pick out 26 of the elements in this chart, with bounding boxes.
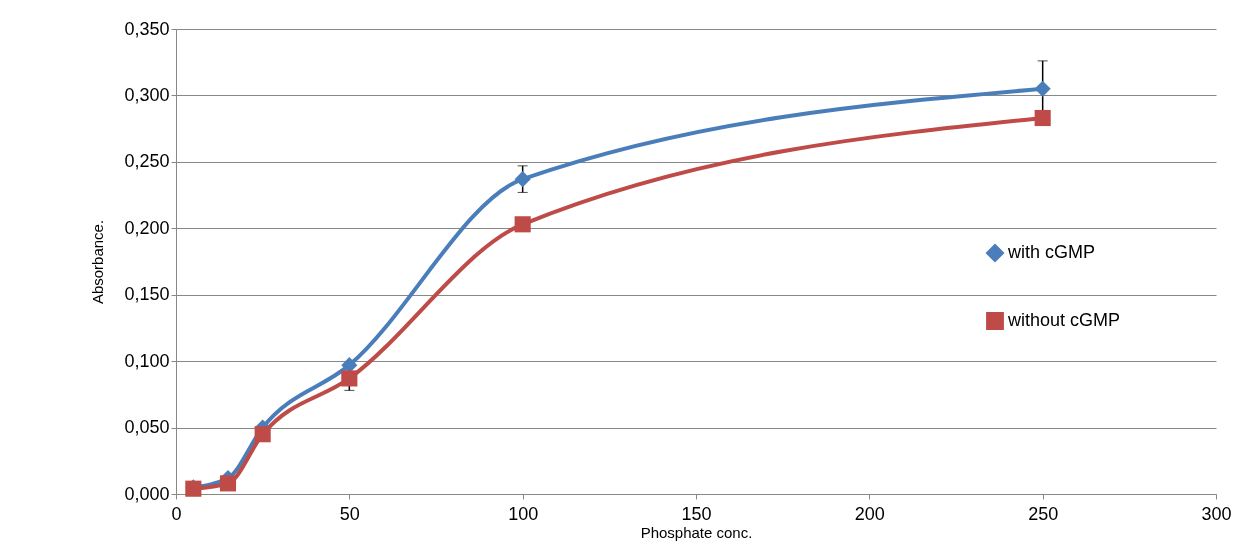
point <box>514 171 531 188</box>
y-tick-label: 0,050 <box>124 417 170 438</box>
point <box>1034 80 1051 97</box>
x-tick-label: 0 <box>171 503 182 524</box>
y-tick-label: 0,150 <box>124 284 170 305</box>
x-axis-title: Phosphate conc. <box>640 523 753 541</box>
x-tick-label: 250 <box>1028 503 1059 524</box>
y-tick-label: 0,350 <box>124 18 170 39</box>
point <box>254 426 271 443</box>
x-tick-label: 200 <box>854 503 885 524</box>
point <box>1034 109 1051 127</box>
y-tick-label: 0,100 <box>124 350 170 371</box>
x-tick-label: 50 <box>339 503 360 524</box>
x-tick-label: 150 <box>681 503 712 524</box>
x-tick-label: 100 <box>508 503 539 524</box>
point <box>341 370 358 387</box>
legend-label: without cGMP <box>1007 310 1121 330</box>
y-tick-label: 0,300 <box>124 84 170 105</box>
y-tick-label: 0,250 <box>124 151 170 172</box>
point <box>514 216 531 233</box>
y-axis-title: Absorbance. <box>89 219 107 305</box>
x-tick-label: 300 <box>1201 503 1232 524</box>
y-tick-label: 0,000 <box>124 483 170 504</box>
point <box>219 475 237 492</box>
legend-label: with cGMP <box>1007 242 1096 262</box>
y-tick-label: 0,200 <box>124 217 170 238</box>
